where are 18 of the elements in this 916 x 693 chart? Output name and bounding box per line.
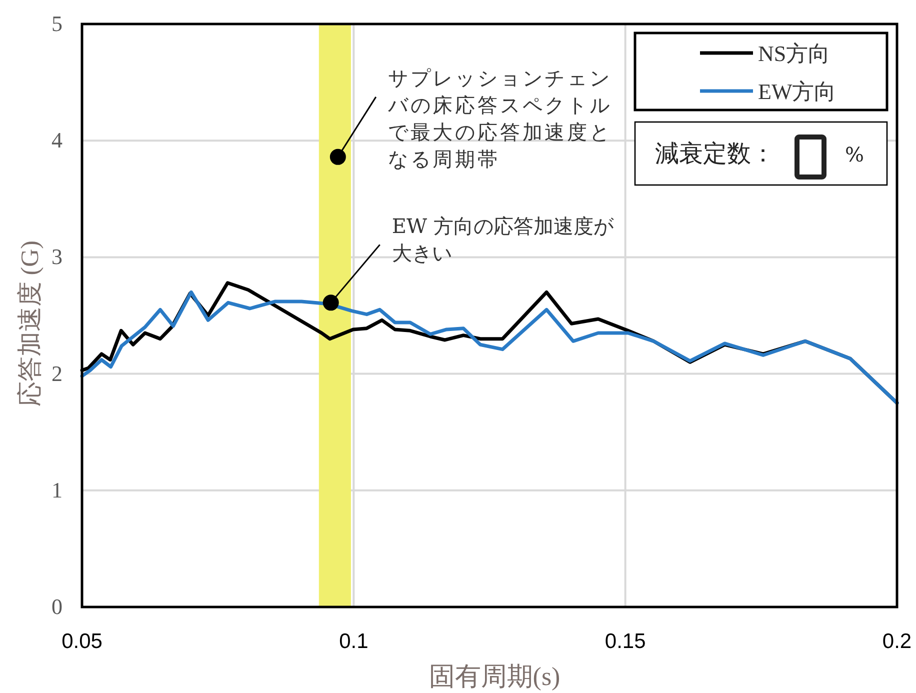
y-tick-label: 5 xyxy=(52,11,62,36)
y-axis-title: 応答加速度 (G) xyxy=(16,240,44,406)
x-tick-label: 0.2 xyxy=(882,630,912,653)
x-tick-label: 0.15 xyxy=(604,630,646,653)
annotation: 減衰定数： xyxy=(655,140,775,168)
annotation: % xyxy=(845,142,864,166)
annotation: EW 方向の応答加速度が大きい xyxy=(392,212,615,267)
annotation: サプレッションチェンバの床応答スペクトルで最大の応答加速度となる周期帯 xyxy=(388,64,613,173)
legend-label: NS方向 xyxy=(758,41,830,66)
y-tick-label: 0 xyxy=(52,594,62,619)
y-tick-label: 1 xyxy=(52,477,62,502)
x-axis-title: 固有周期(s) xyxy=(428,662,560,691)
legend-label: EW方向 xyxy=(758,79,836,104)
x-tick-label: 0.05 xyxy=(62,630,102,653)
x-tick-label: 0.1 xyxy=(339,630,368,653)
y-tick-label: 2 xyxy=(52,360,62,386)
y-tick-label: 4 xyxy=(52,128,62,153)
y-tick-label: 3 xyxy=(52,244,62,270)
